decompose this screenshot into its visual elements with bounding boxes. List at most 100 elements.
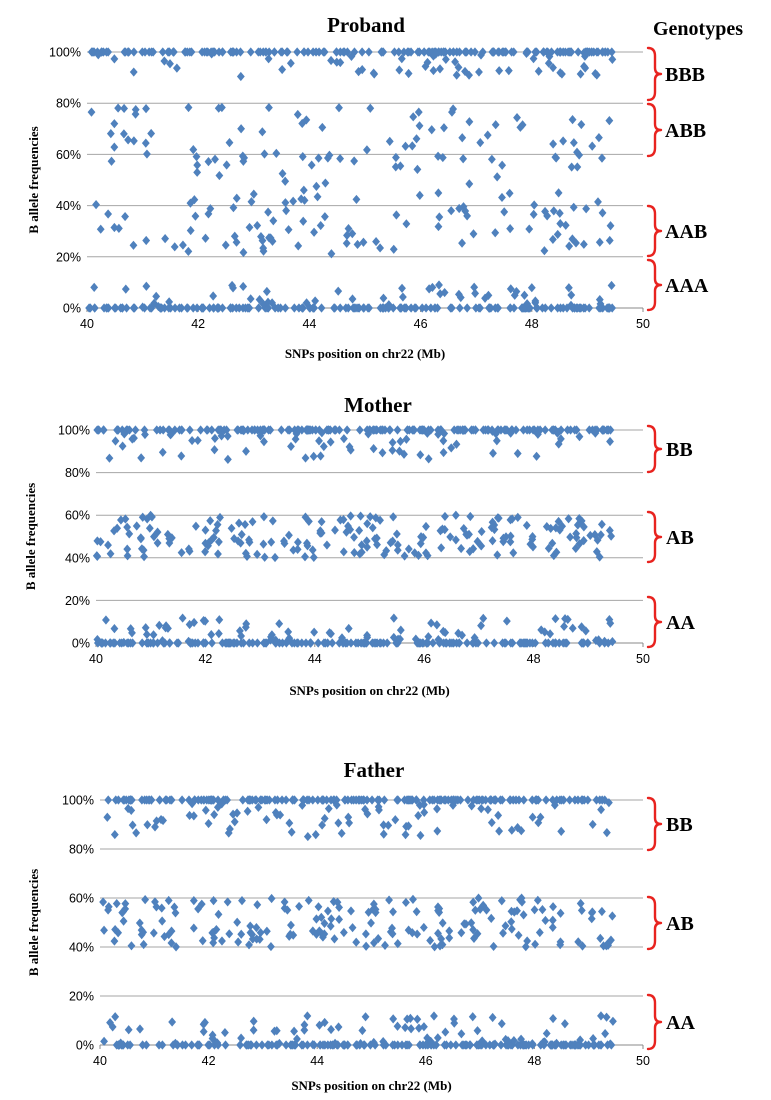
- data-point: [376, 638, 384, 648]
- data-point: [513, 512, 522, 522]
- data-point: [519, 910, 528, 920]
- y-tick-label: 20%: [69, 990, 94, 1004]
- data-point: [475, 67, 483, 77]
- data-point: [414, 550, 423, 560]
- x-tick-label: 48: [527, 1054, 541, 1068]
- data-point: [308, 926, 317, 936]
- data-point: [567, 162, 576, 172]
- data-point: [561, 614, 569, 624]
- x-tick-label: 44: [302, 317, 316, 331]
- data-point: [334, 1022, 343, 1032]
- data-point: [557, 1040, 566, 1050]
- data-point: [440, 428, 449, 439]
- data-point: [345, 442, 354, 452]
- data-point: [393, 545, 402, 555]
- data-point: [334, 818, 343, 828]
- data-point: [488, 1012, 497, 1023]
- data-point: [214, 537, 223, 547]
- data-point: [374, 802, 383, 812]
- data-point: [139, 545, 148, 555]
- data-point: [267, 941, 275, 952]
- data-point: [142, 629, 151, 640]
- data-point: [248, 929, 257, 940]
- data-point: [369, 899, 378, 909]
- data-point: [544, 543, 553, 553]
- data-point: [352, 937, 361, 947]
- data-point: [317, 303, 326, 313]
- data-point: [214, 103, 223, 113]
- data-point: [228, 280, 236, 291]
- data-point: [484, 290, 493, 300]
- data-point: [230, 817, 239, 827]
- data-point: [412, 795, 421, 805]
- data-point: [573, 162, 582, 172]
- data-point: [114, 103, 123, 113]
- data-point: [356, 1039, 365, 1049]
- data-point: [280, 536, 288, 546]
- data-point: [396, 161, 405, 171]
- data-point: [123, 551, 132, 561]
- data-point: [464, 795, 472, 805]
- data-point: [404, 821, 413, 831]
- genotype-brace: [646, 46, 663, 102]
- data-point: [141, 429, 149, 440]
- data-point: [504, 1036, 512, 1046]
- data-point: [104, 795, 113, 805]
- data-point: [188, 435, 196, 446]
- data-point: [201, 233, 210, 243]
- data-point: [204, 795, 213, 805]
- data-point: [120, 795, 129, 805]
- data-point: [308, 795, 317, 805]
- data-point: [599, 941, 608, 951]
- data-point: [346, 525, 355, 535]
- data-point: [245, 638, 254, 648]
- data-point: [275, 1038, 284, 1049]
- data-point: [253, 900, 262, 910]
- x-tick-label: 42: [191, 317, 205, 331]
- data-point: [372, 533, 381, 543]
- data-point: [185, 546, 194, 556]
- y-tick-label: 40%: [69, 941, 94, 955]
- data-point: [433, 804, 441, 814]
- data-point: [352, 194, 361, 205]
- data-point: [92, 200, 100, 210]
- data-point: [595, 133, 603, 143]
- y-tick-label: 100%: [58, 424, 90, 438]
- data-point: [423, 428, 432, 438]
- data-point: [607, 935, 615, 945]
- data-point: [429, 65, 438, 76]
- data-point: [319, 441, 328, 452]
- data-point: [477, 541, 486, 551]
- data-point: [168, 1017, 177, 1027]
- data-point: [447, 206, 456, 216]
- data-point: [193, 160, 202, 170]
- data-point: [230, 638, 239, 648]
- data-point: [549, 550, 558, 561]
- data-point: [259, 638, 268, 648]
- data-point: [562, 1040, 570, 1050]
- data-point: [541, 915, 550, 926]
- data-point: [434, 635, 443, 645]
- data-point: [442, 638, 451, 648]
- data-point: [522, 520, 531, 531]
- data-point: [359, 1040, 368, 1050]
- data-point: [272, 148, 281, 159]
- data-point: [126, 624, 135, 634]
- data-point: [295, 901, 303, 912]
- data-point: [423, 57, 432, 68]
- data-point: [237, 529, 246, 540]
- data-point: [122, 303, 131, 313]
- data-point: [248, 517, 257, 527]
- data-point: [224, 828, 233, 838]
- data-point: [457, 543, 466, 554]
- data-point: [559, 638, 568, 648]
- data-point: [548, 922, 557, 933]
- data-point: [594, 47, 602, 57]
- genotype-brace: [646, 510, 663, 564]
- data-point: [138, 638, 147, 648]
- data-point: [463, 303, 472, 313]
- data-point: [379, 829, 388, 839]
- data-point: [487, 913, 496, 923]
- data-point: [508, 514, 517, 524]
- data-point: [363, 519, 372, 529]
